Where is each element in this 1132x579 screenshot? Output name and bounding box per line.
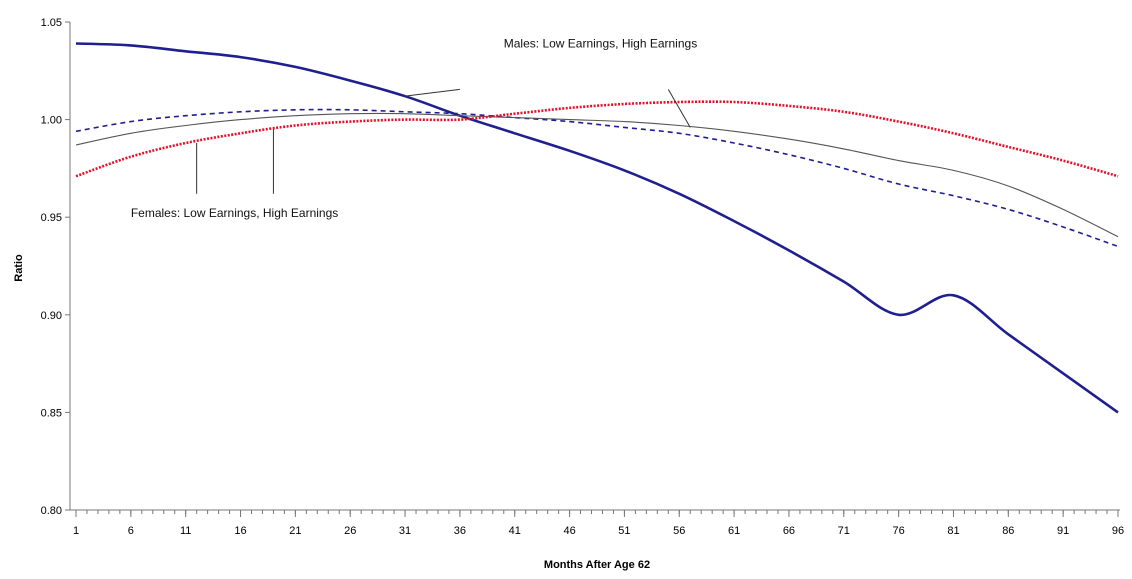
x-tick-label: 61 <box>728 525 740 537</box>
x-tick-label: 21 <box>289 525 301 537</box>
x-axis-title: Months After Age 62 <box>544 559 650 571</box>
x-tick-label: 76 <box>893 525 905 537</box>
x-tick-label: 86 <box>1002 525 1014 537</box>
annotation-layer: Males: Low Earnings, High Earnings Female… <box>131 36 697 220</box>
annotation-males: Males: Low Earnings, High Earnings <box>404 36 697 128</box>
x-tick-label: 91 <box>1057 525 1069 537</box>
series-red-dotted-thick <box>75 100 1119 178</box>
y-tick-label: 0.85 <box>41 407 62 419</box>
x-tick-label: 6 <box>128 525 134 537</box>
x-tick-label: 16 <box>234 525 246 537</box>
x-tick-label: 66 <box>783 525 795 537</box>
x-tick-label: 26 <box>344 525 356 537</box>
y-tick-label: 0.90 <box>41 310 62 322</box>
annotation-label: Females: Low Earnings, High Earnings <box>131 206 338 220</box>
axes: 0.800.850.900.951.001.051 6 11 16 21 26 31 36 41… <box>41 17 1125 537</box>
series-gray-solid-thin <box>75 112 1119 238</box>
series-line <box>75 42 1119 414</box>
x-tick-label: 51 <box>618 525 630 537</box>
x-tick-label: 81 <box>947 525 959 537</box>
x-tick-label: 41 <box>509 525 521 537</box>
x-tick-label: 1 <box>73 525 79 537</box>
y-tick-label: 0.80 <box>41 505 62 517</box>
annotation-pointer <box>404 88 460 97</box>
x-tick-label: 36 <box>454 525 466 537</box>
y-tick-label: 1.05 <box>41 17 62 29</box>
x-tick-label: 46 <box>563 525 575 537</box>
x-tick-label: 31 <box>399 525 411 537</box>
annotation-females: Females: Low Earnings, High Earnings <box>131 129 338 220</box>
y-tick-label: 1.00 <box>41 115 62 127</box>
series-line <box>75 100 1119 178</box>
series-navy-solid-thick <box>75 42 1119 414</box>
series-line <box>75 108 1119 248</box>
series-navy-dashed <box>75 108 1119 248</box>
x-tick-label: 96 <box>1112 525 1124 537</box>
series-line <box>75 112 1119 238</box>
annotation-label: Males: Low Earnings, High Earnings <box>504 36 697 50</box>
x-tick-label: 56 <box>673 525 685 537</box>
x-tick-label: 11 <box>180 525 191 537</box>
y-tick-label: 0.95 <box>41 212 62 224</box>
series-layer <box>75 42 1119 414</box>
y-axis-title: Ratio <box>13 254 25 282</box>
annotation-pointer <box>667 89 691 128</box>
x-tick-label: 71 <box>838 525 850 537</box>
